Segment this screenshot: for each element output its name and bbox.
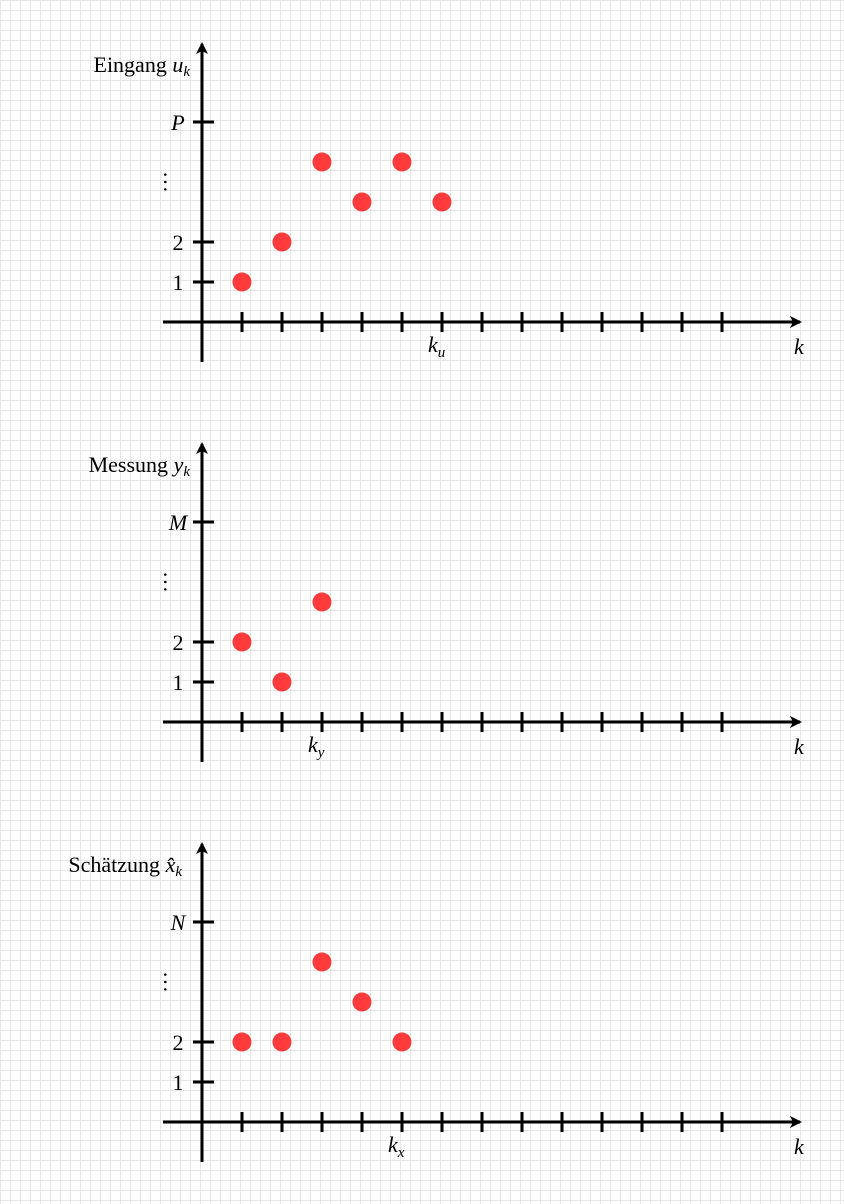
title-symbol: y [172, 452, 184, 477]
x-axis-label: k [794, 734, 805, 759]
x-axis-label: k [794, 1134, 805, 1159]
y-ellipsis: … [159, 171, 184, 193]
title-symbol: u [172, 52, 183, 77]
data-point [272, 672, 292, 692]
y-ticks: 1 2 … P [159, 110, 214, 295]
x-marker-label: kx [388, 1132, 405, 1161]
y-tick-label: 2 [173, 1030, 184, 1055]
y-tick-label: 1 [173, 670, 184, 695]
data-point [352, 992, 372, 1012]
panel-estimate: 12…N Schätzung x̂k k kx [68, 842, 805, 1162]
y-ellipsis: … [159, 971, 184, 993]
panel-title: Messung yk [89, 452, 191, 480]
title-symbol: x̂ [165, 852, 176, 877]
data-point [392, 1032, 412, 1052]
y-tick-label: N [170, 910, 187, 935]
data-point [352, 192, 372, 212]
y-tick-label: 2 [173, 230, 184, 255]
data-point [432, 192, 452, 212]
x-ticks [240, 712, 724, 732]
data-point [272, 232, 292, 252]
y-tick-label: M [168, 510, 189, 535]
data-point [232, 272, 252, 292]
panel-input: 12…P Eingang uk k ku [94, 42, 805, 362]
x-marker-label: ku [428, 332, 445, 361]
data-point [312, 152, 332, 172]
x-marker-subscript: x [397, 1145, 405, 1161]
data-point [392, 152, 412, 172]
x-marker-label: ky [308, 732, 325, 761]
y-tick-label: 1 [173, 1070, 184, 1095]
x-marker-subscript: u [438, 345, 446, 361]
data-points [232, 152, 452, 292]
panel-measurement: 12…M Messung yk k ky [89, 442, 805, 762]
title-word: Messung [89, 452, 168, 477]
y-ellipsis: … [159, 571, 184, 593]
x-marker-subscript: y [316, 745, 325, 761]
x-ticks [240, 312, 724, 332]
data-point [312, 952, 332, 972]
title-subscript: k [183, 64, 190, 80]
title-subscript: k [175, 864, 182, 880]
y-ticks: 1 2 … N [159, 910, 214, 1095]
y-tick-label: 1 [173, 270, 184, 295]
x-axis-label: k [794, 334, 805, 359]
panel-title: Schätzung x̂k [68, 852, 182, 880]
data-point [232, 632, 252, 652]
data-point [232, 1032, 252, 1052]
data-points [232, 952, 412, 1052]
title-word: Eingang [94, 52, 167, 77]
y-tick-label: P [170, 110, 184, 135]
x-marker-symbol: k [428, 332, 439, 357]
data-point [312, 592, 332, 612]
y-tick-label: 2 [173, 630, 184, 655]
x-marker-symbol: k [308, 732, 319, 757]
x-marker-symbol: k [388, 1132, 399, 1157]
data-point [272, 1032, 292, 1052]
y-ticks: 1 2 … M [159, 510, 214, 695]
panel-title: Eingang uk [94, 52, 191, 80]
title-subscript: k [183, 464, 190, 480]
x-ticks [240, 1112, 724, 1132]
data-points [232, 592, 332, 692]
title-word: Schätzung [68, 852, 160, 877]
